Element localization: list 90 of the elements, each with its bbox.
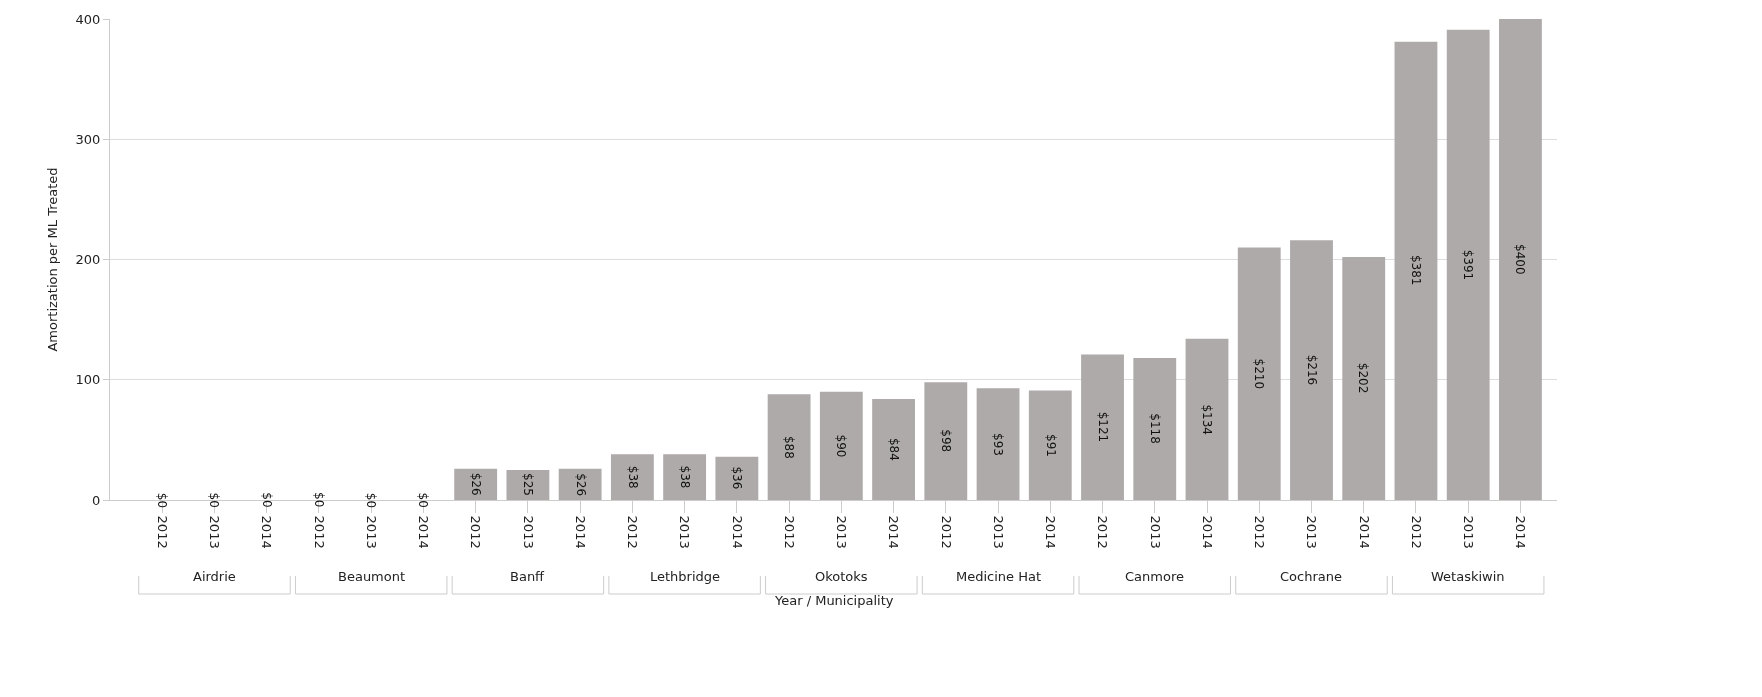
text: Airdrie [193, 569, 236, 584]
x-tick-label: 2012 [1408, 515, 1424, 549]
data-label: $26 [469, 472, 484, 496]
y-tick-label: 100 [75, 372, 101, 388]
x-tick-label: 2012 [1095, 515, 1111, 549]
x-tick-label: 2014 [572, 515, 588, 549]
bar [454, 468, 498, 500]
text: Beaumont [338, 569, 406, 584]
bar [1185, 338, 1229, 500]
x-tick-label: 2012 [311, 515, 327, 549]
text: Cochrane [1280, 569, 1342, 584]
x-tick-label: 2013 [1460, 515, 1476, 549]
data-label: $121 [1095, 411, 1110, 443]
x-tick-label: 2013 [207, 515, 223, 549]
x-tick-label: 2012 [781, 515, 797, 549]
text: Canmore [1125, 569, 1184, 584]
data-label: $400 [1512, 244, 1527, 275]
data-label: $88 [782, 435, 797, 459]
bar [819, 391, 863, 500]
bar [663, 454, 707, 500]
data-label: $25 [520, 473, 535, 496]
bar [1446, 29, 1490, 500]
data-label: $202 [1356, 362, 1371, 394]
bar [1133, 358, 1177, 500]
x-tick-label: 2013 [1304, 515, 1320, 549]
x-tick-label: 2012 [468, 515, 484, 549]
data-label: $91 [1043, 434, 1058, 457]
data-label: $391 [1461, 249, 1476, 281]
bar [506, 469, 550, 500]
bar [1342, 257, 1386, 500]
data-label: $93 [991, 433, 1006, 456]
bar [1081, 354, 1124, 500]
x-tick-label: 2014 [1043, 515, 1059, 549]
text: Okotoks [815, 569, 868, 584]
x-tick-label: 2013 [520, 515, 536, 549]
x-tick-label: 2012 [625, 515, 641, 549]
y-tick-label: 0 [92, 492, 101, 508]
bar [924, 382, 968, 500]
x-tick-label: 2014 [1513, 515, 1529, 549]
x-tick-label: 2014 [886, 515, 902, 549]
x-tick-label: 2014 [259, 515, 275, 549]
y-axis-title: Amortization per ML Treated [44, 167, 60, 352]
text: Wetaskiwin [1431, 569, 1505, 584]
x-tick-label: 2014 [416, 515, 432, 549]
y-tick-label: 300 [75, 131, 101, 147]
text: Banff [510, 569, 546, 584]
x-tick-label: 2012 [938, 515, 954, 549]
data-label: $134 [1200, 404, 1215, 435]
x-tick-label: 2013 [1147, 515, 1163, 549]
y-tick-label: 400 [75, 11, 101, 27]
bar [872, 398, 915, 500]
y-tick-label: 200 [75, 252, 101, 268]
x-tick-label: 2012 [1252, 515, 1268, 549]
data-label: $381 [1408, 254, 1423, 286]
bar [1499, 19, 1542, 500]
bar [1028, 390, 1072, 500]
bar [1394, 41, 1438, 500]
data-label: $26 [573, 473, 588, 497]
data-label: $98 [938, 429, 953, 453]
bar [1237, 247, 1281, 500]
text: Medicine Hat [956, 569, 1042, 584]
bar [976, 388, 1020, 500]
x-tick-label: 2013 [834, 515, 850, 549]
x-tick-label: 2013 [363, 515, 379, 549]
bar [610, 454, 654, 500]
x-tick-label: 2013 [990, 515, 1006, 549]
bar [715, 456, 759, 500]
data-label: $216 [1304, 354, 1319, 386]
text: Lethbridge [650, 569, 721, 584]
data-label: $36 [730, 466, 745, 490]
data-label: $38 [625, 465, 640, 489]
x-tick-label: 2014 [1199, 515, 1215, 549]
data-label: $210 [1251, 358, 1266, 390]
data-label: $0 [311, 492, 326, 508]
bar [767, 394, 811, 500]
bar [1290, 240, 1333, 500]
data-label: $118 [1147, 413, 1162, 444]
x-tick-label: 2012 [155, 515, 171, 549]
data-label: $0 [155, 492, 170, 509]
x-tick-label: 2013 [677, 515, 693, 549]
x-tick-label: 2014 [1356, 515, 1372, 549]
data-label: $0 [364, 492, 379, 509]
x-axis-title: Year / Municipality [774, 593, 894, 608]
data-label: $0 [259, 492, 274, 508]
data-label: $90 [834, 434, 849, 458]
data-label: $0 [416, 492, 431, 508]
data-label: $0 [207, 492, 222, 508]
x-tick-label: 2014 [729, 515, 745, 549]
data-label: $38 [677, 465, 692, 489]
data-label: $84 [887, 437, 902, 461]
